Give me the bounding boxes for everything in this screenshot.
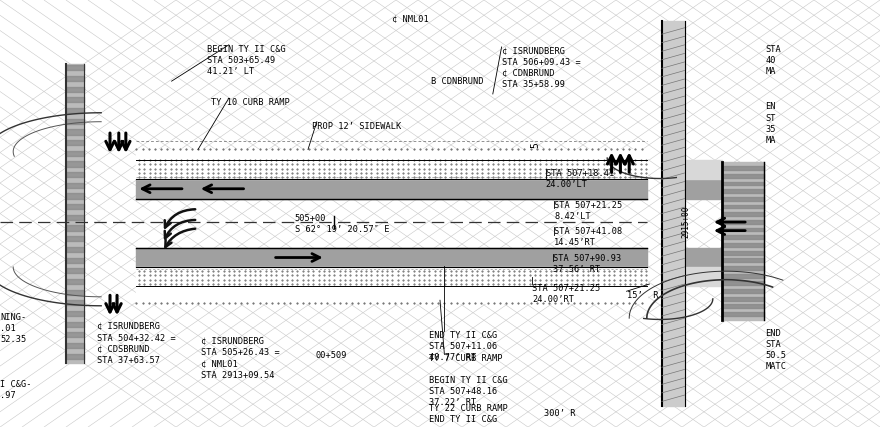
Text: 300’ R: 300’ R (544, 409, 576, 418)
Text: B CDNBRUND: B CDNBRUND (431, 77, 484, 86)
Text: STA 507+90.93
37.56’ RT: STA 507+90.93 37.56’ RT (553, 254, 621, 274)
Text: TY 22 CURB RAMP
END TY II C&G: TY 22 CURB RAMP END TY II C&G (429, 404, 507, 424)
Text: ¢ ISRUNDBERG
STA 505+26.43 =
¢ NML01
STA 2913+09.54: ¢ ISRUNDBERG STA 505+26.43 = ¢ NML01 STA… (201, 337, 279, 380)
Text: BEGIN TY II C&G
STA 503+65.49
41.21’ LT: BEGIN TY II C&G STA 503+65.49 41.21’ LT (207, 45, 285, 76)
Text: STA 507+18.41
24.00’LT: STA 507+18.41 24.00’LT (546, 169, 614, 189)
Text: 5: 5 (530, 142, 540, 148)
Text: END
STA
50.5
MATC: END STA 50.5 MATC (766, 329, 787, 371)
Text: STA
40
MA: STA 40 MA (766, 45, 781, 76)
Text: STA 507+21.25
24.00’RT: STA 507+21.25 24.00’RT (532, 284, 601, 304)
Text: END TY II C&G
STA 507+11.06
40.77’ RT: END TY II C&G STA 507+11.06 40.77’ RT (429, 331, 497, 362)
Text: EN
ST
35
MA: EN ST 35 MA (766, 103, 776, 145)
Text: ¢ ISRUNDBERG
STA 506+09.43 =
¢ CDNBRUND
STA 35+58.99: ¢ ISRUNDBERG STA 506+09.43 = ¢ CDNBRUND … (502, 47, 580, 89)
Text: PROP 12’ SIDEWALK: PROP 12’ SIDEWALK (312, 122, 401, 131)
Text: 2915+00: 2915+00 (682, 206, 691, 238)
Text: ¢ NML01: ¢ NML01 (392, 15, 429, 24)
Text: BEGIN TY II C&G
STA 507+48.16
37.22’ RT: BEGIN TY II C&G STA 507+48.16 37.22’ RT (429, 376, 507, 407)
Text: TY 10 CURB RAMP: TY 10 CURB RAMP (211, 98, 290, 107)
Text: 00+509: 00+509 (315, 351, 347, 360)
Text: ¢ ISRUNDBERG
STA 504+32.42 =
¢ CDSBRUND
STA 37+63.57: ¢ ISRUNDBERG STA 504+32.42 = ¢ CDSBRUND … (97, 323, 175, 365)
Text: STA 507+21.25
8.42’LT: STA 507+21.25 8.42’LT (554, 201, 623, 221)
Text: I C&G-
.97: I C&G- .97 (0, 380, 32, 400)
Text: TY 7 CURB RAMP: TY 7 CURB RAMP (429, 354, 502, 363)
Text: 505+00
S 62° 19’ 20.57″ E: 505+00 S 62° 19’ 20.57″ E (295, 214, 389, 234)
Text: STA 507+41.08
14.45’RT: STA 507+41.08 14.45’RT (554, 227, 623, 247)
Text: NING-
.01
52.35: NING- .01 52.35 (0, 313, 26, 344)
Text: 15’  R: 15’ R (627, 291, 658, 300)
